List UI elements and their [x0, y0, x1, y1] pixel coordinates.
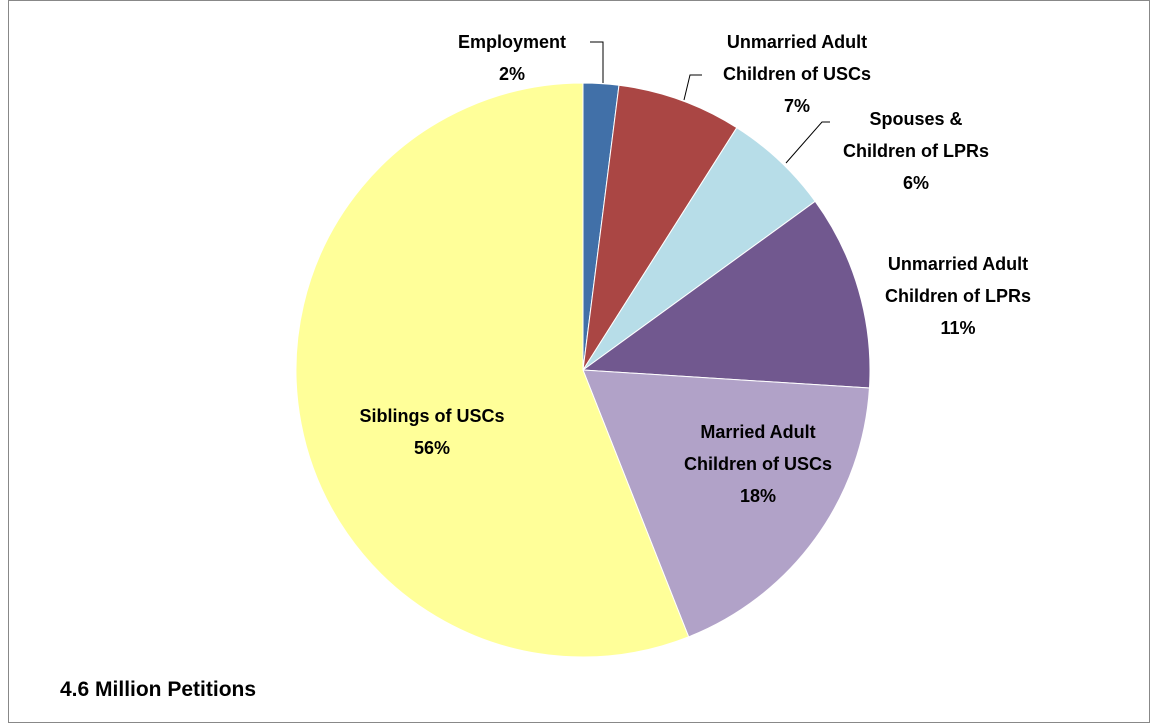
value-label: 56%	[413, 438, 451, 458]
leader-line	[683, 74, 702, 101]
category-label: Employment	[457, 32, 567, 52]
value-label: 6%	[902, 173, 929, 193]
pie-slice	[295, 82, 690, 658]
leader-line	[590, 41, 604, 83]
pie-slice	[581, 200, 871, 389]
data-label: Married Adult Children of USCs 18%	[666, 416, 851, 512]
category-label: Spouses & Children of LPRs	[842, 109, 989, 161]
category-label: Unmarried Adult Children of USCs	[722, 32, 871, 84]
data-label: Spouses & Children of LPRs 6%	[834, 103, 999, 199]
category-label: Married Adult Children of USCs	[683, 422, 832, 474]
leader-line	[785, 121, 830, 164]
value-label: 18%	[739, 486, 777, 506]
data-label: Siblings of USCs 56%	[332, 400, 532, 464]
value-label: 2%	[498, 64, 525, 84]
note: 4.6 Million Petitions	[60, 678, 257, 701]
category-label: Siblings of USCs	[359, 406, 505, 426]
pie-slice	[582, 84, 738, 371]
data-label: Unmarried Adult Children of LPRs 11%	[858, 248, 1058, 344]
value-label: 7%	[783, 96, 810, 116]
data-label: Employment 2%	[442, 26, 582, 90]
value-label: 11%	[940, 318, 976, 338]
data-label: Unmarried Adult Children of USCs 7%	[705, 26, 890, 122]
category-label: Unmarried Adult Children of LPRs	[884, 254, 1031, 306]
pie-slice	[582, 369, 870, 638]
